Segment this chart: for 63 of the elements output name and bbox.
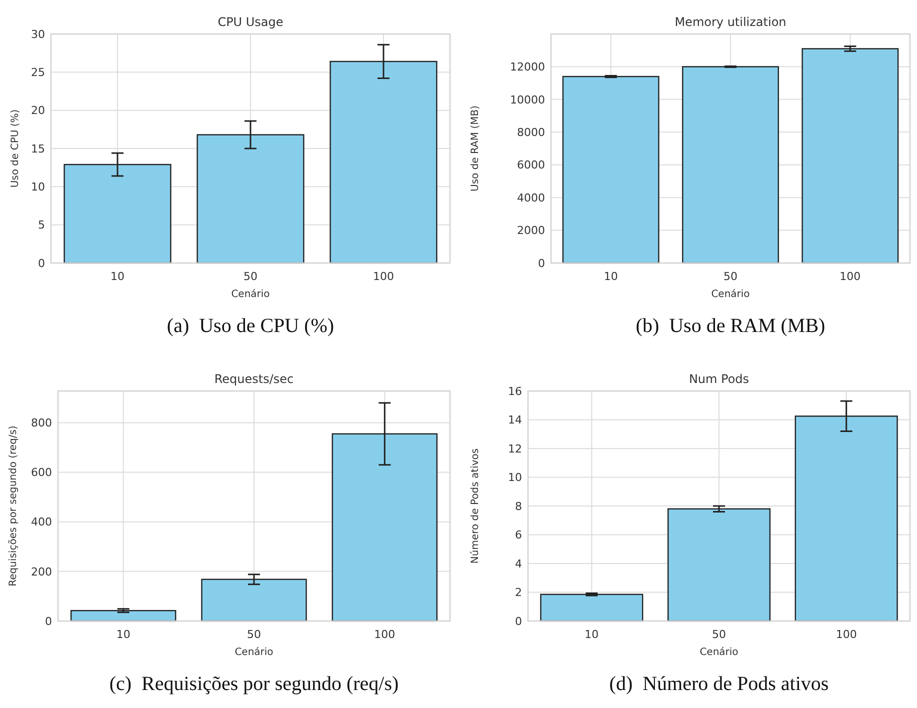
y-tick-label: 2000 xyxy=(517,224,545,238)
bar xyxy=(682,66,779,264)
y-tick-label: 16 xyxy=(508,384,522,398)
y-tick-label: 5 xyxy=(38,218,45,232)
x-tick-label: 10 xyxy=(604,270,618,283)
y-tick-label: 2 xyxy=(515,586,522,600)
y-tick-label: 25 xyxy=(31,66,45,80)
y-tick-label: 10 xyxy=(31,180,45,194)
bar xyxy=(70,610,176,622)
y-tick-label: 0 xyxy=(45,614,52,628)
y-tick-label: 4 xyxy=(515,557,522,570)
y-tick-label: 10000 xyxy=(510,93,545,106)
x-tick-label: 100 xyxy=(374,628,396,641)
y-tick-label: 12 xyxy=(508,442,522,456)
x-tick-label: 50 xyxy=(247,628,261,641)
y-tick-label: 20 xyxy=(31,104,45,118)
x-tick-label: 50 xyxy=(244,270,258,283)
chart-title: Requests/sec xyxy=(214,372,294,386)
y-tick-label: 10 xyxy=(508,471,522,484)
x-axis-title: Cenário xyxy=(231,289,270,300)
chart-title: Num Pods xyxy=(688,372,750,386)
bar xyxy=(667,508,771,622)
x-tick-label: 50 xyxy=(712,628,726,641)
y-axis-title: Uso de CPU (%) xyxy=(10,109,21,188)
y-tick-label: 600 xyxy=(31,466,52,480)
y-tick-label: 6000 xyxy=(517,158,545,172)
y-tick-label: 30 xyxy=(31,28,45,41)
x-axis-title: Cenário xyxy=(700,647,738,658)
y-tick-label: 14 xyxy=(508,414,522,427)
y-tick-label: 8 xyxy=(515,500,522,513)
y-tick-label: 200 xyxy=(31,565,52,578)
y-tick-label: 15 xyxy=(31,142,45,156)
bar xyxy=(201,578,307,622)
x-axis-title: Cenário xyxy=(234,647,274,658)
x-tick-label: 100 xyxy=(836,628,857,641)
y-axis-title: Uso de RAM (MB) xyxy=(470,105,481,192)
x-tick-label: 10 xyxy=(584,628,599,641)
bar xyxy=(802,48,899,264)
text: (b) Uso de RAM (MB) xyxy=(636,315,826,337)
x-axis-title: Cenário xyxy=(711,289,750,300)
y-tick-label: 800 xyxy=(31,416,52,430)
y-tick-label: 12000 xyxy=(510,60,545,74)
text: (a) Uso de CPU (%) xyxy=(166,315,334,337)
y-tick-label: 0 xyxy=(38,256,45,270)
y-tick-label: 8000 xyxy=(517,126,545,139)
y-tick-label: 4000 xyxy=(517,191,545,204)
x-tick-label: 10 xyxy=(116,628,130,641)
x-tick-label: 100 xyxy=(840,270,861,283)
y-tick-label: 0 xyxy=(538,256,545,270)
y-axis-title: Requisições por segundo (req/s) xyxy=(8,425,19,586)
y-tick-label: 0 xyxy=(515,614,522,628)
text: (d) Número de Pods ativos xyxy=(609,673,829,695)
x-tick-label: 50 xyxy=(724,270,738,283)
bar xyxy=(562,76,660,264)
x-tick-label: 10 xyxy=(110,270,124,283)
y-tick-label: 6 xyxy=(515,528,522,542)
chart-title: CPU Usage xyxy=(218,15,284,29)
bar xyxy=(540,594,644,622)
text: (c) Requisições por segundo (req/s) xyxy=(109,673,399,695)
chart-title: Memory utilization xyxy=(674,15,786,29)
y-tick-label: 400 xyxy=(31,516,52,529)
x-tick-label: 100 xyxy=(373,270,394,283)
y-axis-title: Número de Pods ativos xyxy=(470,448,481,564)
